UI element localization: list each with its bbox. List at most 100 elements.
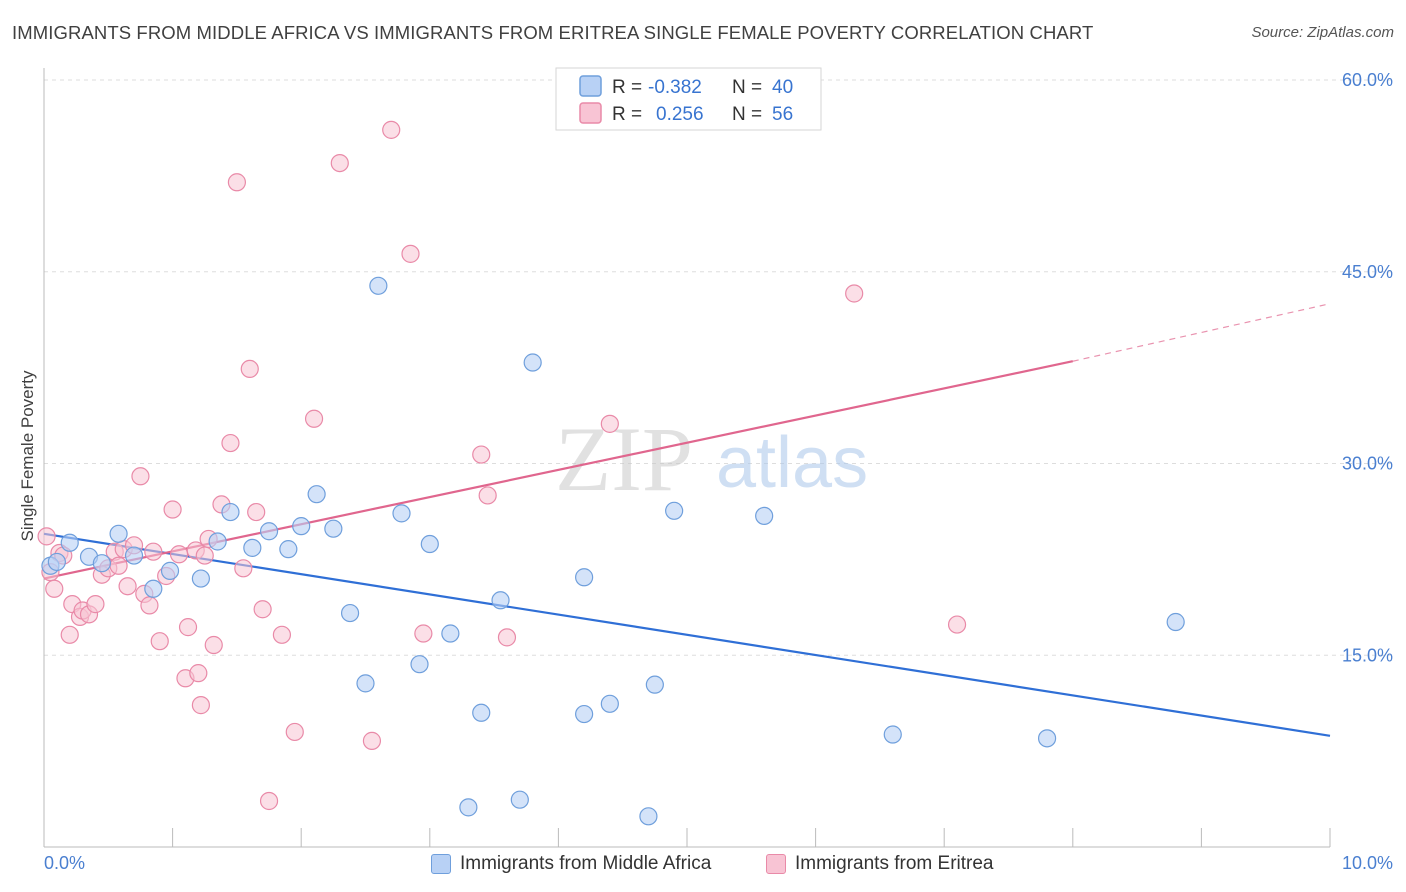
point-middle-africa bbox=[124, 546, 144, 565]
point-middle-africa bbox=[645, 675, 664, 694]
trend-line-eritrea-extension bbox=[1072, 303, 1331, 362]
point-middle-africa bbox=[510, 790, 529, 809]
point-eritrea bbox=[204, 635, 223, 655]
point-middle-africa bbox=[639, 807, 658, 826]
point-middle-africa bbox=[600, 694, 619, 713]
trend-lines bbox=[43, 303, 1331, 737]
point-eritrea bbox=[478, 486, 497, 505]
point-middle-africa bbox=[472, 703, 491, 722]
point-eritrea bbox=[86, 595, 105, 614]
point-middle-africa bbox=[259, 522, 279, 541]
trend-line-middle-africa bbox=[43, 532, 1331, 737]
point-eritrea bbox=[118, 577, 137, 596]
point-middle-africa bbox=[523, 353, 542, 372]
point-eritrea bbox=[189, 664, 208, 683]
point-eritrea bbox=[109, 556, 128, 575]
watermark: ZIP atlas bbox=[555, 408, 868, 510]
point-middle-africa bbox=[665, 501, 684, 520]
point-middle-africa bbox=[356, 674, 375, 693]
point-eritrea bbox=[178, 618, 198, 637]
point-eritrea bbox=[140, 596, 159, 615]
point-middle-africa bbox=[60, 533, 79, 552]
watermark-atlas: atlas bbox=[716, 423, 868, 503]
y-tick-label: 60.0% bbox=[1342, 70, 1393, 90]
legend-swatch-middle-africa bbox=[431, 854, 451, 874]
point-eritrea bbox=[240, 359, 259, 379]
point-eritrea bbox=[234, 559, 253, 578]
point-middle-africa bbox=[279, 540, 298, 559]
y-tick-label: 30.0% bbox=[1342, 454, 1393, 474]
bottom-legend-item-eritrea[interactable]: Immigrants from Eritrea bbox=[766, 852, 993, 876]
point-eritrea bbox=[272, 625, 292, 644]
point-eritrea bbox=[600, 414, 619, 433]
point-eritrea bbox=[414, 624, 433, 643]
source-label: Source: ZipAtlas.com bbox=[1251, 24, 1394, 41]
legend-n-value-blue: 40 bbox=[772, 77, 793, 98]
legend-label-eritrea: Immigrants from Eritrea bbox=[795, 853, 994, 874]
point-middle-africa bbox=[191, 569, 210, 588]
legend-r-value-blue: -0.382 bbox=[648, 77, 702, 98]
legend-swatch-pink bbox=[579, 102, 602, 124]
point-eritrea bbox=[304, 409, 324, 428]
point-middle-africa bbox=[144, 579, 163, 598]
chart-title: IMMIGRANTS FROM MIDDLE AFRICA VS IMMIGRA… bbox=[12, 22, 1094, 43]
legend-r-label-blue: R = bbox=[612, 77, 642, 98]
point-middle-africa bbox=[420, 534, 439, 554]
tick-labels: 15.0% 30.0% 45.0% 60.0% 0.0% 10.0% bbox=[44, 70, 1393, 873]
point-eritrea bbox=[227, 173, 246, 192]
x-tick-label: 0.0% bbox=[44, 853, 85, 873]
point-middle-africa bbox=[47, 552, 66, 572]
point-middle-africa bbox=[243, 538, 262, 557]
point-eritrea bbox=[37, 527, 56, 546]
point-middle-africa bbox=[1166, 612, 1185, 632]
point-middle-africa bbox=[575, 704, 594, 724]
point-middle-africa bbox=[392, 504, 411, 523]
point-eritrea bbox=[150, 632, 169, 651]
point-eritrea bbox=[195, 546, 214, 565]
point-eritrea bbox=[382, 120, 401, 139]
point-middle-africa bbox=[160, 561, 180, 580]
data-points bbox=[37, 120, 1185, 826]
watermark-zip: ZIP bbox=[555, 408, 693, 510]
point-middle-africa bbox=[208, 532, 227, 551]
point-eritrea bbox=[947, 615, 967, 634]
point-middle-africa bbox=[459, 798, 478, 817]
point-middle-africa bbox=[221, 502, 240, 522]
point-eritrea bbox=[247, 502, 266, 522]
point-middle-africa bbox=[410, 655, 429, 674]
legend-swatch-eritrea bbox=[766, 854, 786, 874]
legend-n-value-pink: 56 bbox=[772, 104, 793, 125]
point-eritrea bbox=[362, 731, 382, 750]
legend-r-label-pink: R = bbox=[612, 104, 642, 125]
point-middle-africa bbox=[1037, 729, 1057, 748]
point-eritrea bbox=[330, 153, 349, 173]
point-eritrea bbox=[253, 600, 272, 619]
point-eritrea bbox=[169, 545, 189, 564]
point-middle-africa bbox=[109, 524, 128, 543]
legend-n-label-blue: N = bbox=[732, 77, 762, 98]
x-tick-label: 10.0% bbox=[1342, 853, 1393, 873]
point-middle-africa bbox=[369, 276, 388, 295]
y-tick-label: 15.0% bbox=[1342, 645, 1393, 665]
point-middle-africa bbox=[92, 554, 111, 573]
legend-label-middle-africa: Immigrants from Middle Africa bbox=[460, 853, 712, 874]
point-middle-africa bbox=[441, 624, 460, 643]
top-legend: R = -0.382 N = 40 R = 0.256 N = 56 bbox=[555, 67, 822, 131]
point-eritrea bbox=[144, 542, 163, 561]
point-middle-africa bbox=[575, 568, 594, 587]
point-middle-africa bbox=[340, 603, 360, 623]
point-middle-africa bbox=[324, 519, 343, 538]
point-eritrea bbox=[45, 579, 64, 598]
legend-n-label-pink: N = bbox=[732, 104, 762, 125]
point-middle-africa bbox=[491, 591, 510, 610]
point-eritrea bbox=[163, 500, 182, 519]
point-middle-africa bbox=[307, 485, 326, 504]
bottom-legend-item-middle-africa[interactable]: Immigrants from Middle Africa bbox=[431, 852, 711, 876]
point-eritrea bbox=[401, 244, 420, 263]
point-eritrea bbox=[497, 628, 517, 647]
point-eritrea bbox=[472, 445, 491, 464]
point-eritrea bbox=[221, 433, 240, 453]
axes bbox=[43, 68, 1331, 848]
legend-swatch-blue bbox=[579, 75, 602, 97]
